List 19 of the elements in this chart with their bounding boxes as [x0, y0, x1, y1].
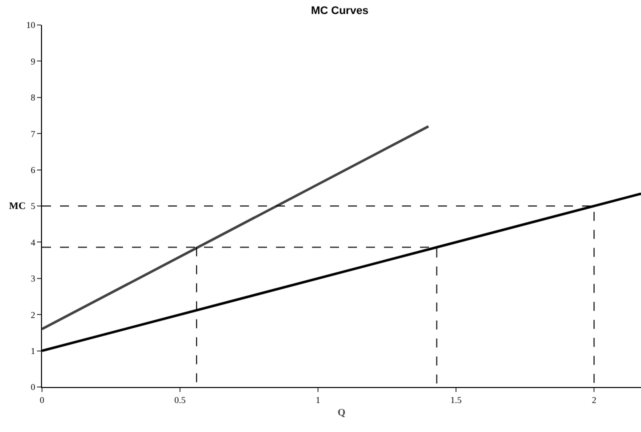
y-tick-label: 9 — [30, 56, 36, 66]
y-tick-label: 2 — [30, 310, 36, 320]
x-axis-title: Q — [338, 407, 346, 418]
y-axis-title: MC — [9, 201, 26, 212]
y-tick-label: 4 — [30, 237, 36, 248]
x-tick-label: 1 — [316, 394, 320, 405]
y-tick-label: 7 — [30, 128, 36, 139]
y-tick-label: 8 — [30, 92, 36, 103]
x-tick-label: 1.5 — [450, 394, 462, 405]
y-tick-label: 3 — [30, 274, 36, 284]
chart-title: MC Curves — [310, 5, 368, 18]
y-tick-label: 10 — [26, 20, 36, 30]
x-tick-label: 0 — [40, 394, 45, 405]
y-tick-label: 5 — [30, 201, 36, 212]
y-tick-label: 1 — [30, 346, 36, 356]
y-tick-label: 6 — [30, 164, 36, 175]
x-tick-label: 2 — [592, 394, 596, 405]
x-tick-label: 0.5 — [174, 394, 186, 405]
y-tick-label: 0 — [30, 382, 36, 392]
